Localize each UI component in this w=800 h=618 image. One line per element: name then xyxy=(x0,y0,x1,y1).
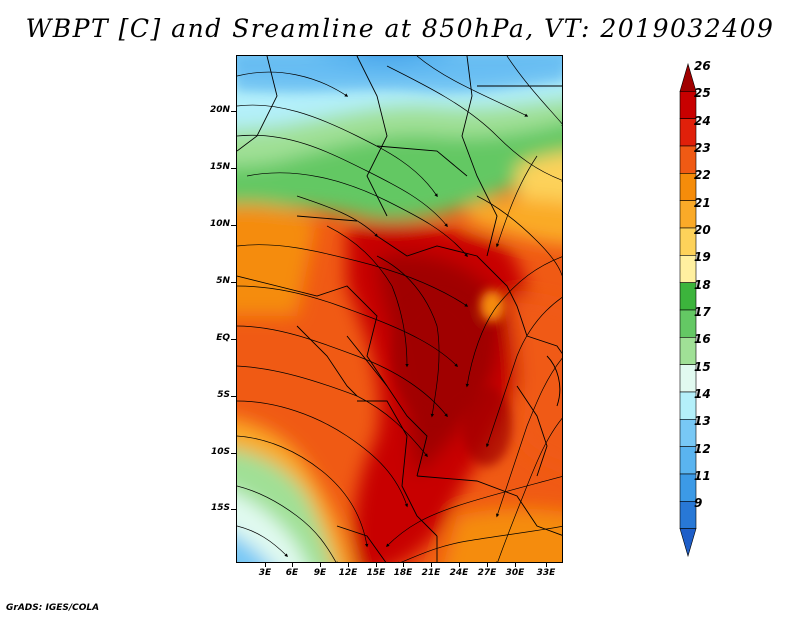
lon-tick xyxy=(431,563,432,567)
colorbar-label: 17 xyxy=(694,305,711,319)
lat-tick xyxy=(231,225,236,226)
lon-tick xyxy=(376,563,377,567)
lon-tick xyxy=(265,563,266,567)
wbpt-shaded-field xyxy=(237,56,562,562)
wbpt-streamline-map xyxy=(237,56,562,562)
colorbar-label: 13 xyxy=(694,414,711,429)
lon-label: 12E xyxy=(338,568,358,578)
lat-label: 10N xyxy=(209,219,230,229)
colorbar-label: 25 xyxy=(694,86,711,101)
colorbar-label: 21 xyxy=(694,195,711,210)
colorbar-label: 20 xyxy=(694,223,711,237)
lat-label: 5N xyxy=(216,276,230,286)
lat-label: 15S xyxy=(210,503,230,513)
colorbar-label: 23 xyxy=(694,141,711,155)
lat-label: EQ xyxy=(216,333,230,343)
lon-label: 9E xyxy=(313,568,327,578)
lon-label: 30E xyxy=(505,568,525,578)
lon-label: 21E xyxy=(421,568,441,578)
lat-label: 10S xyxy=(210,447,230,457)
lat-label: 5S xyxy=(217,390,230,400)
colorbar-label: 11 xyxy=(694,469,711,483)
lon-label: 3E xyxy=(258,568,272,578)
map-panel xyxy=(236,55,563,563)
lon-label: 18E xyxy=(393,568,413,578)
grads-credit: GrADS: IGES/COLA xyxy=(6,603,100,613)
lat-tick xyxy=(231,396,236,397)
lon-label: 27E xyxy=(477,568,497,578)
colorbar xyxy=(679,62,697,558)
colorbar-label: 18 xyxy=(694,277,711,292)
lat-tick xyxy=(231,168,236,169)
lon-label: 6E xyxy=(285,568,299,578)
colorbar-label: 15 xyxy=(694,359,711,374)
colorbar-label: 22 xyxy=(694,168,711,183)
lat-label: 20N xyxy=(209,105,230,115)
colorbar-label: 19 xyxy=(694,250,711,265)
country-borders xyxy=(237,56,562,562)
lon-label: 15E xyxy=(366,568,386,578)
lon-tick xyxy=(459,563,460,567)
lon-tick xyxy=(292,563,293,567)
colorbar-label: 9 xyxy=(694,496,703,511)
lon-tick xyxy=(487,563,488,567)
lat-tick xyxy=(231,509,236,510)
lon-label: 33E xyxy=(536,568,556,578)
lon-label: 24E xyxy=(449,568,469,578)
lon-tick xyxy=(348,563,349,567)
lat-tick xyxy=(231,453,236,454)
lat-label: 15N xyxy=(209,162,230,172)
lon-tick xyxy=(515,563,516,567)
streamlines xyxy=(237,56,562,562)
colorbar-label: 12 xyxy=(694,441,711,456)
colorbar-label: 16 xyxy=(694,332,711,347)
lon-tick xyxy=(403,563,404,567)
colorbar-segment xyxy=(679,528,697,558)
colorbar-label: 26 xyxy=(694,59,711,73)
lat-tick xyxy=(231,339,236,340)
colorbar-label: 24 xyxy=(694,113,711,128)
lon-tick xyxy=(320,563,321,567)
lon-tick xyxy=(546,563,547,567)
colorbar-label: 14 xyxy=(694,387,711,401)
map-title: WBPT [C] and Sreamline at 850hPa, VT: 20… xyxy=(25,14,775,43)
lat-tick xyxy=(231,282,236,283)
lat-tick xyxy=(231,111,236,112)
